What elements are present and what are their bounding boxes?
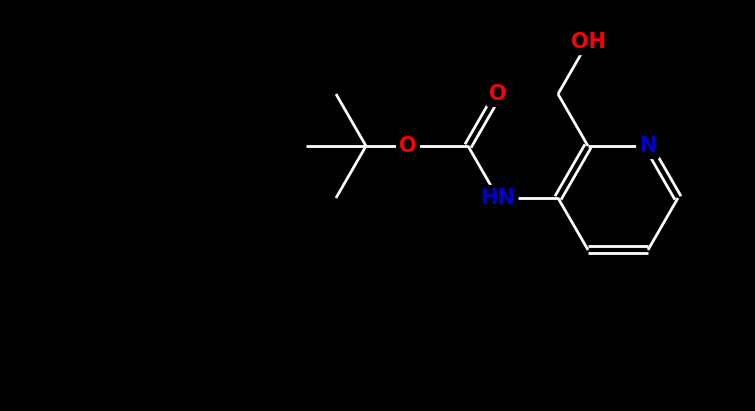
Text: HN: HN <box>481 188 516 208</box>
Text: N: N <box>639 136 657 156</box>
Text: O: O <box>489 84 507 104</box>
Text: OH: OH <box>571 32 606 52</box>
Text: O: O <box>399 136 417 156</box>
